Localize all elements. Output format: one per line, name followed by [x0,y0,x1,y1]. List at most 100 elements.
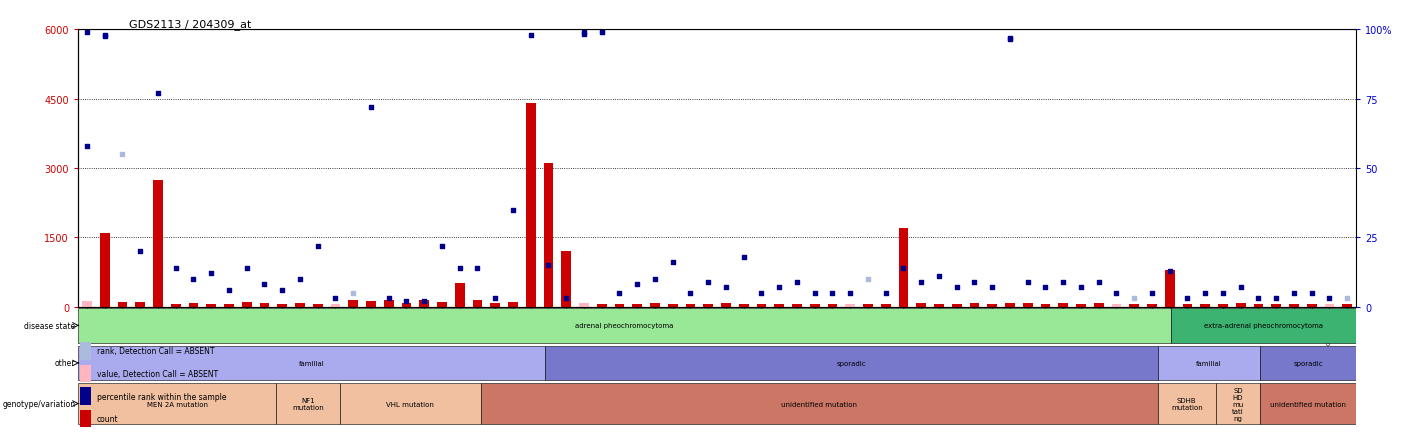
Text: VHL mutation: VHL mutation [386,401,435,407]
FancyBboxPatch shape [544,346,1157,380]
Point [324,295,346,302]
Bar [170,305,180,307]
Point [875,289,897,296]
Point [1318,295,1340,302]
Bar [1022,303,1032,307]
Point [608,289,630,296]
Bar [82,301,92,307]
Point [1265,295,1288,302]
Point [395,298,417,305]
Point [1247,295,1269,302]
Bar [295,303,305,307]
Point [236,265,258,272]
Bar [312,304,322,307]
FancyBboxPatch shape [78,384,275,424]
Text: adrenal pheochromocytoma: adrenal pheochromocytoma [575,322,673,329]
Bar [1076,305,1086,307]
Bar [224,304,234,307]
Point [750,289,772,296]
Text: disease state: disease state [24,321,75,330]
Bar [348,300,358,307]
Bar [1289,305,1299,307]
Bar [1147,305,1157,307]
Bar [490,303,500,307]
Text: MEN 2A mutation: MEN 2A mutation [146,401,207,407]
Bar [632,304,642,307]
Point [892,265,914,272]
Point [555,295,578,302]
Point [430,243,453,250]
Text: NF1
mutation: NF1 mutation [293,397,324,410]
Bar [1218,304,1228,307]
Point [1211,289,1234,296]
Point [1052,279,1075,286]
Bar [1254,305,1264,307]
Bar [135,302,145,307]
Text: percentile rank within the sample: percentile rank within the sample [97,392,226,401]
Point [946,284,968,291]
Point [768,284,791,291]
Bar [970,303,980,307]
Bar [260,303,270,307]
Bar [721,303,731,307]
Bar [402,303,412,307]
Point [359,104,382,111]
Bar [1164,270,1174,307]
Bar [738,305,748,307]
Bar [916,304,926,307]
Text: familial: familial [298,360,324,366]
Bar [561,252,571,307]
Bar [241,302,251,307]
Point [998,35,1021,42]
Bar [277,305,287,307]
Bar [615,305,625,307]
Point [253,281,275,288]
Point [413,298,436,305]
FancyBboxPatch shape [1157,384,1216,424]
Bar [1041,305,1051,307]
Point [927,273,950,280]
Point [501,207,524,214]
Bar [99,233,109,307]
Text: other: other [55,358,75,368]
Text: count: count [97,414,118,423]
Bar [1058,303,1068,307]
Point [288,276,311,283]
Point [679,289,701,296]
Bar [792,305,802,307]
Point [111,151,133,158]
Text: SD
HD
mu
tati
ng: SD HD mu tati ng [1233,387,1244,421]
Point [342,289,365,296]
Point [129,248,152,255]
Bar [1093,303,1103,307]
Text: GDS2113 / 204309_at: GDS2113 / 204309_at [129,20,251,30]
Point [572,30,595,36]
Point [307,243,329,250]
Bar [880,305,890,307]
Point [1301,289,1323,296]
Point [591,30,613,36]
Point [785,279,808,286]
FancyBboxPatch shape [1216,384,1261,424]
Bar [1325,305,1335,307]
Bar [153,180,163,307]
Bar [845,305,855,307]
Bar [437,302,447,307]
Bar [579,303,589,307]
Bar [1271,305,1281,307]
Bar [899,229,909,307]
Bar [473,300,483,307]
Text: familial: familial [1196,360,1223,366]
Bar [951,305,961,307]
Bar [454,284,464,307]
Bar [383,300,393,307]
Point [981,284,1004,291]
Point [1034,284,1056,291]
Point [714,284,737,291]
Bar [667,304,677,307]
FancyBboxPatch shape [275,384,341,424]
Point [1105,289,1127,296]
Bar [1129,305,1139,307]
Point [572,32,595,39]
Point [804,289,826,296]
